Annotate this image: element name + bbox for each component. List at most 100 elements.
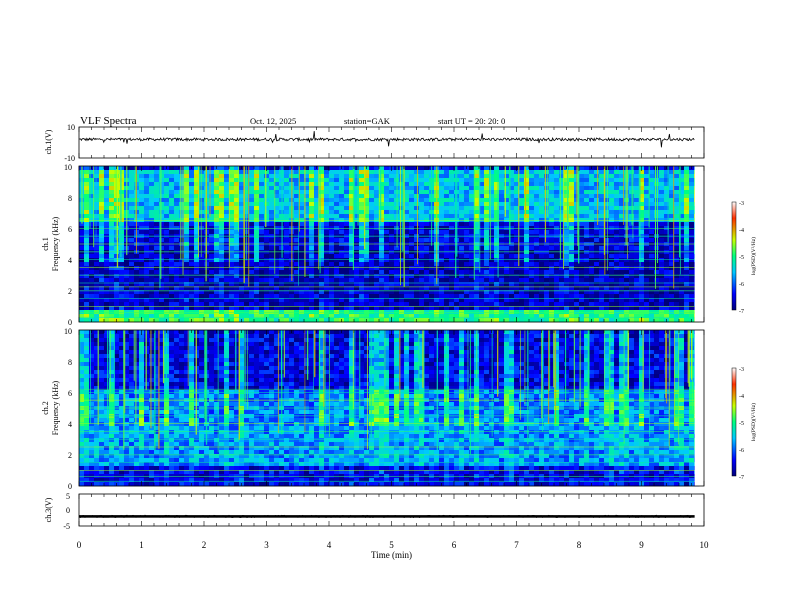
spectrogram-cell bbox=[149, 318, 155, 323]
spectrogram-cell bbox=[674, 170, 680, 175]
spectrogram-cell bbox=[159, 298, 165, 303]
spectrogram-cell bbox=[194, 302, 200, 307]
spectrogram-cell bbox=[644, 278, 650, 283]
spectrogram-cell bbox=[414, 202, 420, 207]
spectrogram-cell bbox=[624, 282, 630, 287]
spectrogram-cell bbox=[504, 274, 510, 279]
spectrogram-cell bbox=[214, 282, 220, 287]
spectrogram-cell bbox=[244, 282, 250, 287]
spectrogram-cell bbox=[584, 174, 590, 179]
spectrogram-cell bbox=[634, 198, 640, 203]
spectrogram-cell bbox=[669, 190, 675, 195]
spectrogram-cell bbox=[499, 298, 505, 303]
spectrogram-cell bbox=[589, 314, 595, 319]
spectrogram-cell bbox=[414, 262, 420, 267]
spectrogram-cell bbox=[284, 254, 290, 259]
spectrogram-cell bbox=[329, 186, 335, 191]
spectrogram-cell bbox=[569, 254, 575, 259]
spectrogram-cell bbox=[149, 258, 155, 263]
spectrogram-cell bbox=[439, 270, 445, 275]
spectrogram-cell bbox=[689, 278, 695, 283]
spectrogram-cell bbox=[359, 186, 365, 191]
spectrogram-cell bbox=[189, 294, 195, 299]
spectrogram-cell bbox=[664, 254, 670, 259]
spectrogram-cell bbox=[154, 194, 160, 199]
spectrogram-cell bbox=[669, 270, 675, 275]
spectrogram-cell bbox=[624, 318, 630, 323]
spectrogram-cell bbox=[649, 314, 655, 319]
spectrogram-cell bbox=[219, 218, 225, 223]
spectrogram-cell bbox=[624, 278, 630, 283]
spectrogram-cell bbox=[299, 254, 305, 259]
spectrogram-cell bbox=[484, 302, 490, 307]
spectrogram-cell bbox=[89, 230, 95, 235]
spectrogram-cell bbox=[319, 230, 325, 235]
spectrogram-cell bbox=[424, 310, 430, 315]
spectrogram-cell bbox=[89, 278, 95, 283]
spectrogram-cell bbox=[169, 202, 175, 207]
spectrogram-cell bbox=[674, 310, 680, 315]
spectrogram-cell bbox=[189, 218, 195, 223]
spectrogram-cell bbox=[579, 314, 585, 319]
spectrogram-cell bbox=[534, 222, 540, 227]
spectrogram-cell bbox=[619, 266, 625, 271]
spectrogram-cell bbox=[539, 294, 545, 299]
spectrogram-cell bbox=[234, 214, 240, 219]
spectrogram-cell bbox=[194, 298, 200, 303]
spectrogram-cell bbox=[164, 238, 170, 243]
spectrogram-cell bbox=[399, 202, 405, 207]
spectrogram-cell bbox=[339, 182, 345, 187]
spectrogram-cell bbox=[344, 258, 350, 263]
spectrogram-cell bbox=[219, 174, 225, 179]
spectrogram-cell bbox=[274, 174, 280, 179]
spectrogram-cell bbox=[184, 302, 190, 307]
spectrogram-cell bbox=[389, 182, 395, 187]
spectrogram-cell bbox=[649, 278, 655, 283]
spectrogram-cell bbox=[159, 278, 165, 283]
spectrogram-cell bbox=[199, 186, 205, 191]
spectrogram-cell bbox=[304, 286, 310, 291]
spectrogram-cell bbox=[114, 194, 120, 199]
spectrogram-cell bbox=[419, 274, 425, 279]
spectrogram-cell bbox=[129, 210, 135, 215]
spectrogram-cell bbox=[234, 186, 240, 191]
spectrogram-cell bbox=[479, 210, 485, 215]
spectrogram-cell bbox=[359, 218, 365, 223]
spectrogram-cell bbox=[89, 198, 95, 203]
spectrogram-cell bbox=[474, 178, 480, 183]
spectrogram-cell bbox=[639, 286, 645, 291]
spectrogram-cell bbox=[614, 222, 620, 227]
spectrogram-cell bbox=[504, 258, 510, 263]
spectrogram-cell bbox=[84, 246, 90, 251]
spectrogram-cell bbox=[474, 282, 480, 287]
spectrogram-cell bbox=[594, 214, 600, 219]
spectrogram-cell bbox=[274, 202, 280, 207]
spectrogram-cell bbox=[374, 178, 380, 183]
spectrogram-cell bbox=[504, 318, 510, 323]
spectrogram-cell bbox=[214, 206, 220, 211]
spectrogram-cell bbox=[569, 246, 575, 251]
spectrogram-cell bbox=[639, 218, 645, 223]
spectrogram-cell bbox=[399, 174, 405, 179]
spectrogram-cell bbox=[179, 194, 185, 199]
spectrogram-cell bbox=[414, 170, 420, 175]
spectrogram-cell bbox=[544, 214, 550, 219]
spectrogram-cell bbox=[609, 246, 615, 251]
spectrogram-cell bbox=[504, 290, 510, 295]
spectrogram-cell bbox=[164, 246, 170, 251]
spectrogram-cell bbox=[554, 210, 560, 215]
spectrogram-cell bbox=[349, 314, 355, 319]
spectrogram-cell bbox=[599, 246, 605, 251]
spectrogram-cell bbox=[624, 314, 630, 319]
spectrogram-cell bbox=[179, 274, 185, 279]
spectrogram-cell bbox=[84, 302, 90, 307]
spectrogram-cell bbox=[169, 166, 175, 171]
spectrogram-cell bbox=[574, 230, 580, 235]
spectrogram-cell bbox=[359, 190, 365, 195]
spectrogram-cell bbox=[664, 186, 670, 191]
spectrogram-cell bbox=[689, 190, 695, 195]
spectrogram-cell bbox=[94, 298, 100, 303]
spectrogram-cell bbox=[129, 266, 135, 271]
spectrogram-cell bbox=[384, 258, 390, 263]
spectrogram-cell bbox=[614, 302, 620, 307]
